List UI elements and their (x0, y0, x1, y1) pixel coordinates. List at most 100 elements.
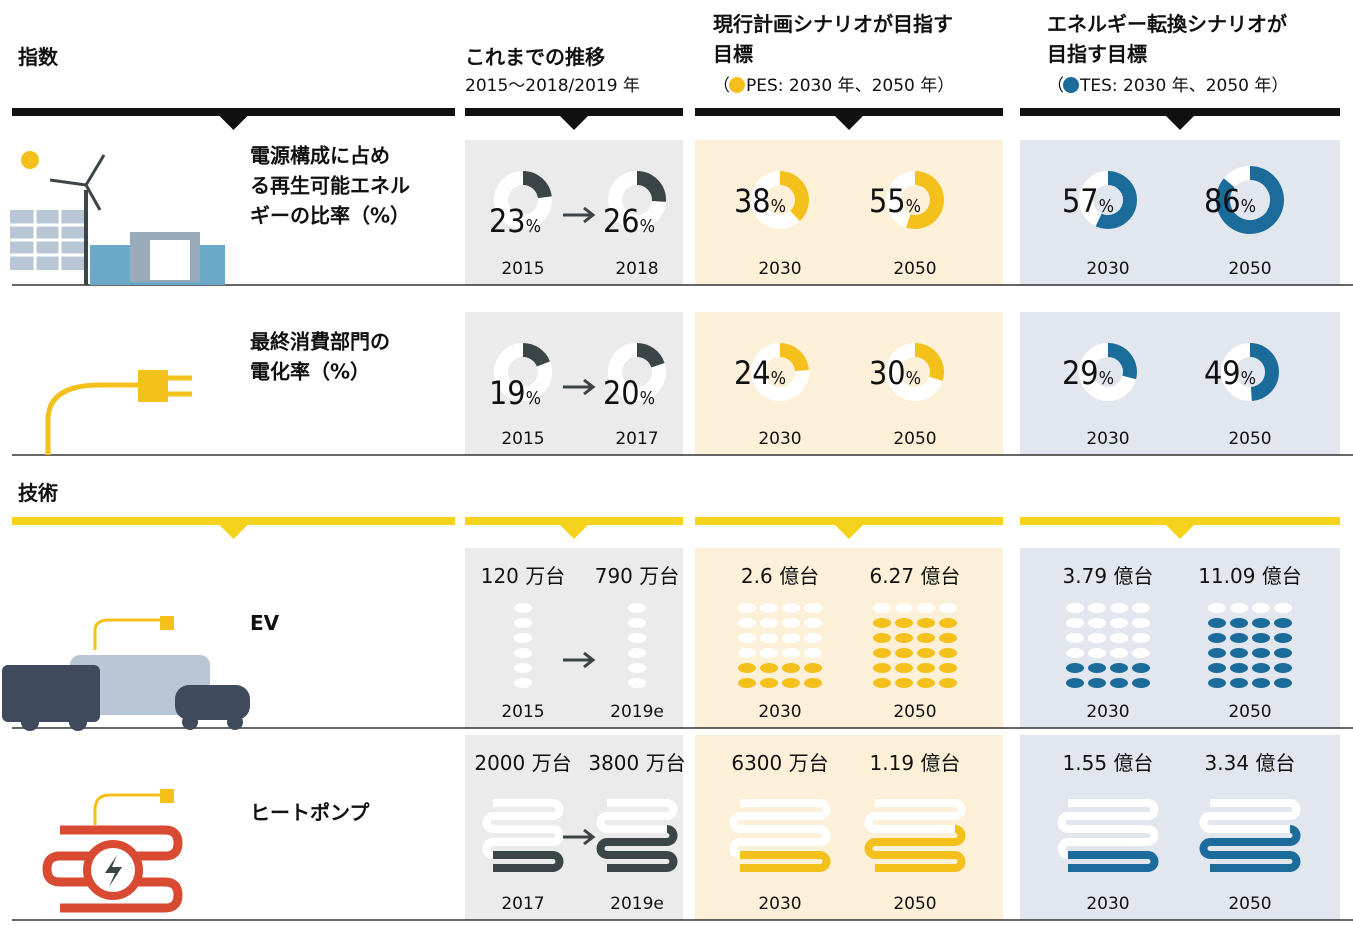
subtitle-paren: （ (1047, 76, 1064, 96)
divider-bar (465, 517, 683, 525)
value-label: 19% (489, 374, 541, 412)
car-icon (1110, 663, 1128, 673)
value-unit: % (1099, 368, 1114, 389)
car-icon (628, 678, 646, 688)
value-unit: % (1241, 196, 1256, 217)
cell-background (695, 312, 1003, 455)
car-icon (628, 603, 646, 613)
car-icon (804, 648, 822, 658)
year-label: 2015 (501, 702, 544, 722)
car-icon (760, 603, 778, 613)
value-label: 3800 万台 (588, 751, 685, 775)
value-label: 1.55 億台 (1063, 751, 1154, 775)
column-subtitle: 2015～2018/2019 年 (465, 76, 640, 96)
car-icon (1252, 633, 1270, 643)
divider-bar (12, 517, 455, 525)
car-icon (895, 648, 913, 658)
car-icon (738, 678, 756, 688)
car-icon (1088, 603, 1106, 613)
car-icon (1088, 618, 1106, 628)
car-icon (514, 633, 532, 643)
car-icon (1132, 603, 1150, 613)
value-label: 6.27 億台 (870, 564, 961, 588)
year-label: 2030 (758, 429, 801, 449)
car-icon (1208, 663, 1226, 673)
donut-arc (522, 171, 552, 199)
row-label: EV (250, 611, 280, 635)
car-icon (1132, 663, 1150, 673)
car-icon (1066, 648, 1084, 658)
car-icon (873, 633, 891, 643)
value-number: 19 (489, 374, 526, 412)
year-label: 2030 (1086, 894, 1129, 914)
car-icon (1208, 633, 1226, 643)
divider-notch (560, 525, 588, 539)
car-icon (1274, 648, 1292, 658)
car-icon (782, 633, 800, 643)
car-icon (873, 603, 891, 613)
car-icon (804, 603, 822, 613)
value-unit: % (640, 388, 655, 409)
value-number: 20 (603, 374, 640, 412)
car-icon (628, 663, 646, 673)
car-icon (1274, 663, 1292, 673)
year-label: 2030 (758, 259, 801, 279)
car-icon (782, 663, 800, 673)
car-icon (1274, 618, 1292, 628)
value-number: 29 (1062, 354, 1099, 392)
divider-notch (219, 525, 248, 539)
subtitle-paren: （ (713, 76, 730, 96)
car-icon (804, 633, 822, 643)
year-label: 2050 (893, 259, 936, 279)
car-icon (939, 618, 957, 628)
year-label: 2050 (893, 429, 936, 449)
value-label: 20% (603, 374, 655, 412)
value-unit: % (771, 368, 786, 389)
row-label: ヒートポンプ (250, 801, 370, 825)
value-label: 3.79 億台 (1063, 564, 1154, 588)
car-icon (1132, 633, 1150, 643)
value-label: 38% (734, 182, 786, 220)
trend-arrow (563, 206, 596, 224)
car-icon (1110, 618, 1128, 628)
value-unit: % (906, 368, 921, 389)
column-title: これまでの推移 (465, 45, 605, 69)
car-icon (1088, 678, 1106, 688)
car-icon (939, 603, 957, 613)
column-title: 目標 (713, 42, 753, 66)
value-label: 11.09 億台 (1198, 564, 1302, 588)
car-icon (873, 618, 891, 628)
row-label: 電源構成に占め (250, 144, 390, 168)
value-number: 38 (734, 182, 771, 220)
value-unit: % (906, 196, 921, 217)
column-subtitle: TES: 2030 年、2050 年） (1079, 76, 1288, 96)
car-icon (628, 633, 646, 643)
value-label: 3.34 億台 (1205, 751, 1296, 775)
car-icon (1252, 663, 1270, 673)
car-icon (895, 663, 913, 673)
car-icon (1230, 648, 1248, 658)
car-icon (738, 663, 756, 673)
car-icon (873, 648, 891, 658)
car-icon (628, 648, 646, 658)
car-icon (1252, 648, 1270, 658)
value-number: 23 (489, 202, 526, 240)
cell-background (1020, 140, 1340, 285)
car-icon (1274, 678, 1292, 688)
car-icon (917, 648, 935, 658)
car-icon (782, 648, 800, 658)
car-icon (1208, 618, 1226, 628)
car-icon (1230, 678, 1248, 688)
car-icon (514, 618, 532, 628)
car-icon (1088, 648, 1106, 658)
value-label: 24% (734, 354, 786, 392)
year-label: 2015 (501, 429, 544, 449)
value-label: 26% (603, 202, 655, 240)
year-label: 2030 (758, 702, 801, 722)
car-icon (1274, 633, 1292, 643)
value-label: 2.6 億台 (741, 564, 819, 588)
year-label: 2019e (610, 894, 664, 914)
car-icon (514, 648, 532, 658)
car-icon (760, 678, 778, 688)
